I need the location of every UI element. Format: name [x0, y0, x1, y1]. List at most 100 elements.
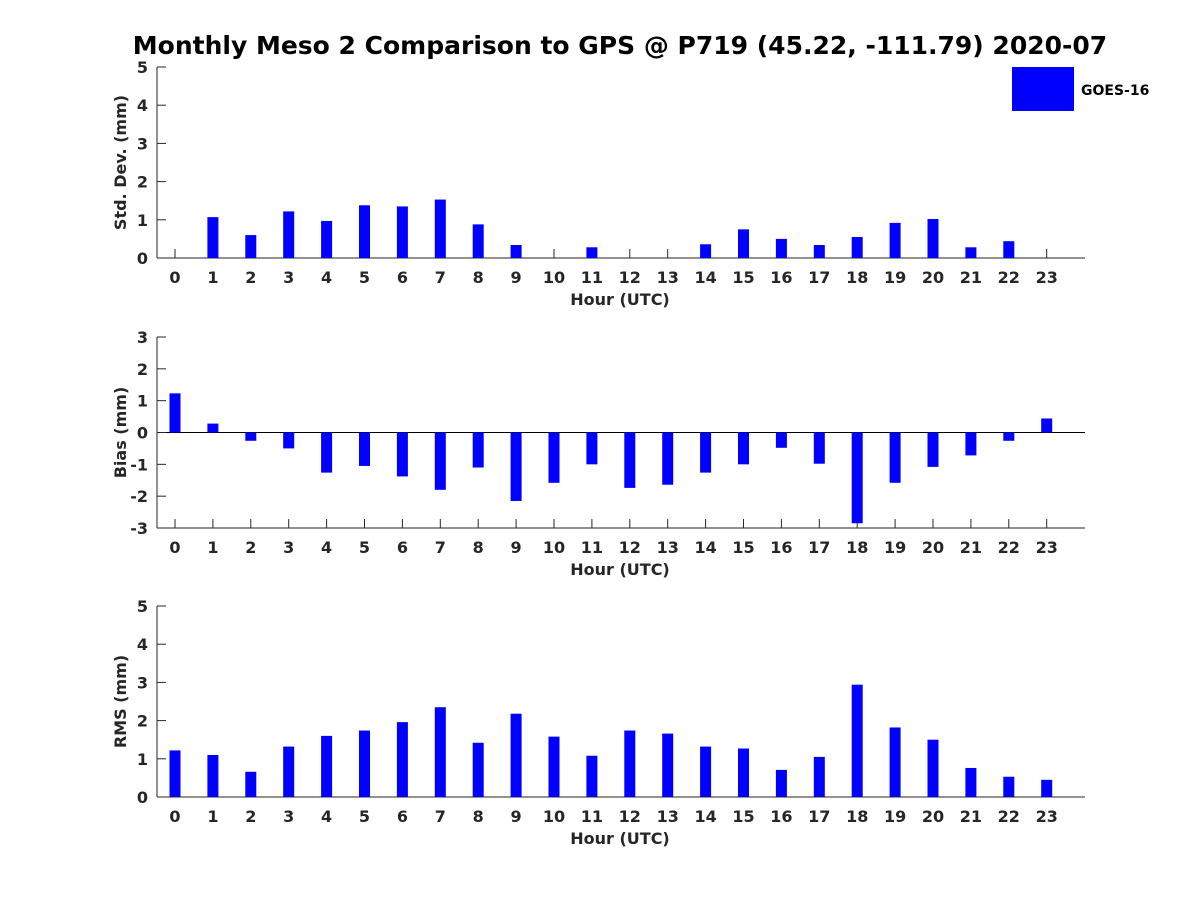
rms-bar	[586, 755, 598, 797]
rms-bar	[169, 750, 181, 797]
std-dev-y-tick-label: 3	[137, 134, 148, 153]
rms-x-tick-label: 9	[511, 807, 522, 826]
legend-swatch	[1012, 67, 1074, 111]
bias-x-tick-label: 2	[245, 538, 256, 557]
std-dev-x-tick-label: 20	[922, 268, 944, 287]
std-dev-bar	[927, 219, 939, 258]
std-dev-x-tick-label: 21	[960, 268, 982, 287]
std-dev-x-tick-label: 6	[397, 268, 408, 287]
std-dev-x-tick-label: 16	[770, 268, 792, 287]
bias-x-tick-label: 18	[846, 538, 868, 557]
std-dev-y-axis-label: Std. Dev. (mm)	[111, 95, 130, 230]
std-dev-x-tick-label: 13	[657, 268, 679, 287]
bias-bar	[510, 432, 522, 501]
bias-bar	[245, 432, 257, 441]
bias-y-tick-label: 1	[137, 392, 148, 411]
std-dev-bar	[889, 222, 901, 258]
bias-bar	[434, 432, 446, 490]
bias-bar	[548, 432, 560, 483]
rms-y-tick-label: 3	[137, 673, 148, 692]
rms-x-tick-label: 17	[808, 807, 830, 826]
bias-x-tick-label: 15	[732, 538, 754, 557]
rms-bar	[624, 730, 636, 797]
rms-bar	[245, 771, 257, 797]
rms-bar	[359, 730, 370, 797]
bias-x-tick-label: 8	[473, 538, 484, 557]
rms-bar	[510, 713, 522, 797]
rms-y-tick-label: 2	[137, 712, 148, 731]
std-dev-x-tick-label: 0	[169, 268, 180, 287]
std-dev-x-tick-label: 9	[511, 268, 522, 287]
bias-y-tick-label: -1	[130, 455, 148, 474]
rms-x-tick-label: 11	[581, 807, 603, 826]
std-dev-bar	[775, 238, 787, 258]
rms-bar	[813, 756, 825, 797]
rms-bar	[775, 769, 787, 797]
std-dev-x-tick-label: 4	[321, 268, 332, 287]
bias-bar	[396, 432, 408, 477]
std-dev-x-tick-label: 19	[884, 268, 906, 287]
rms-bar	[472, 742, 484, 797]
rms-bar	[548, 736, 560, 797]
bias-bar	[321, 432, 333, 473]
std-dev-bar	[207, 217, 219, 258]
std-dev-x-tick-label: 18	[846, 268, 868, 287]
std-dev-x-tick-label: 5	[359, 268, 370, 287]
std-dev-bar	[359, 205, 370, 258]
bias-bar	[927, 432, 939, 467]
bias-y-tick-label: 0	[137, 424, 148, 443]
std-dev-bar	[965, 247, 977, 258]
rms-bar	[927, 739, 939, 797]
std-dev-x-tick-label: 22	[998, 268, 1020, 287]
rms-y-tick-label: 5	[137, 597, 148, 616]
bias-bar	[1003, 432, 1015, 441]
std-dev-bar	[738, 229, 749, 258]
bias-x-tick-label: 22	[998, 538, 1020, 557]
bias-bar	[851, 432, 863, 524]
std-dev-y-tick-label: 1	[137, 211, 148, 230]
rms-y-tick-label: 4	[137, 635, 148, 654]
rms-x-tick-label: 8	[473, 807, 484, 826]
bias-x-tick-label: 12	[619, 538, 641, 557]
rms-bar	[396, 722, 408, 797]
bias-y-axis-label: Bias (mm)	[111, 387, 130, 479]
bias-x-tick-label: 23	[1036, 538, 1058, 557]
std-dev-y-tick-label: 0	[137, 249, 148, 268]
std-dev-x-tick-label: 1	[207, 268, 218, 287]
bias-x-tick-label: 1	[207, 538, 218, 557]
bias-x-tick-label: 4	[321, 538, 332, 557]
rms-x-tick-label: 1	[207, 807, 218, 826]
std-dev-y-tick-label: 4	[137, 96, 148, 115]
rms-bar	[700, 746, 712, 797]
rms-x-tick-label: 21	[960, 807, 982, 826]
bias-y-tick-label: 3	[137, 328, 148, 347]
bias-bar	[624, 432, 636, 488]
rms-x-tick-label: 19	[884, 807, 906, 826]
std-dev-y-tick-label: 5	[137, 58, 148, 77]
bias-x-tick-label: 19	[884, 538, 906, 557]
bias-bar	[662, 432, 674, 485]
rms-x-tick-label: 12	[619, 807, 641, 826]
rms-y-axis-label: RMS (mm)	[111, 655, 130, 748]
std-dev-bar	[434, 199, 446, 258]
rms-x-tick-label: 18	[846, 807, 868, 826]
bias-x-tick-label: 14	[694, 538, 716, 557]
bias-bar	[169, 393, 181, 433]
std-dev-y-tick-label: 2	[137, 173, 148, 192]
bias-x-tick-label: 10	[543, 538, 565, 557]
rms-y-tick-label: 1	[137, 750, 148, 769]
rms-x-axis-label: Hour (UTC)	[570, 829, 670, 848]
std-dev-bar	[396, 206, 408, 258]
std-dev-x-tick-label: 10	[543, 268, 565, 287]
rms-bar	[1003, 776, 1015, 797]
bias-x-tick-label: 9	[511, 538, 522, 557]
rms-bar	[434, 707, 446, 797]
bias-bar	[813, 432, 825, 464]
std-dev-x-tick-label: 15	[732, 268, 754, 287]
rms-x-tick-label: 15	[732, 807, 754, 826]
bias-bar	[965, 432, 977, 456]
legend: GOES-16	[1012, 67, 1149, 111]
rms-x-tick-label: 5	[359, 807, 370, 826]
std-dev-bar	[1003, 241, 1015, 258]
